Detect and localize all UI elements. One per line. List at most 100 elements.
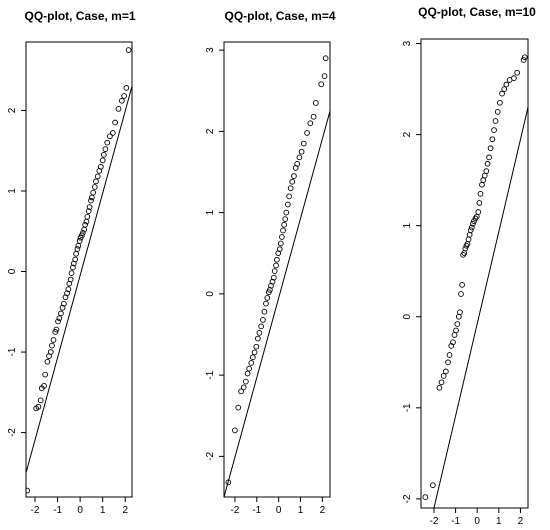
data-point: [79, 230, 86, 236]
data-point: [84, 213, 91, 220]
x-tick-label: 2: [320, 505, 326, 516]
data-point: [289, 178, 296, 185]
data-point: [476, 200, 483, 206]
y-tick-label: 1: [7, 188, 18, 194]
data-point: [468, 224, 475, 231]
data-point: [255, 335, 261, 342]
data-point: [42, 371, 49, 378]
data-point: [284, 201, 291, 208]
data-point: [499, 90, 505, 97]
reference-line: [224, 110, 330, 497]
y-tick-label: -2: [205, 451, 216, 460]
data-point: [503, 81, 510, 88]
data-point: [76, 238, 83, 244]
data-point: [104, 139, 111, 146]
data-point: [281, 221, 287, 228]
data-point: [298, 148, 305, 155]
x-tick-label: 2: [518, 516, 524, 527]
data-point: [258, 323, 265, 330]
data-point: [107, 133, 113, 140]
x-tick-label: -1: [53, 505, 62, 516]
data-point: [477, 190, 484, 197]
data-point: [50, 337, 57, 343]
data-point: [466, 231, 473, 238]
data-point: [430, 482, 436, 489]
data-point: [58, 310, 64, 317]
data-point: [514, 69, 521, 76]
data-point: [273, 262, 279, 269]
data-point: [261, 308, 268, 315]
data-point: [98, 163, 104, 170]
data-point: [232, 427, 238, 434]
panel-title: QQ-plot, Case, m=1: [24, 9, 135, 23]
data-point: [90, 189, 97, 196]
x-tick-label: 1: [298, 505, 304, 516]
data-point: [291, 173, 297, 179]
data-point: [465, 236, 472, 243]
data-point: [287, 185, 294, 192]
data-point: [109, 130, 116, 136]
y-tick-label: 0: [7, 268, 18, 274]
data-point: [491, 127, 497, 133]
y-tick-label: 2: [205, 128, 216, 134]
data-point: [436, 384, 443, 391]
sample-points: [422, 54, 528, 500]
x-tick-label: 2: [122, 505, 128, 516]
x-tick-label: -2: [430, 516, 439, 527]
data-point: [497, 99, 503, 106]
data-point: [304, 130, 310, 136]
x-tick-label: 0: [77, 505, 83, 516]
y-tick-label: -1: [205, 370, 216, 379]
qq-panel-3: QQ-plot, Case, m=10 -2 -1 0 1 2 -2 -1 0 1 2 3: [402, 5, 536, 527]
data-point: [68, 270, 75, 276]
x-tick-label: 0: [276, 505, 282, 516]
reference-line: [26, 86, 132, 473]
y-tick-label: 3: [402, 40, 413, 46]
y-tick-label: -2: [7, 428, 18, 437]
data-point: [225, 479, 232, 486]
y-tick-label: 3: [205, 47, 216, 53]
data-point: [102, 146, 109, 152]
x-tick-label: 0: [474, 516, 480, 527]
data-point: [267, 286, 273, 293]
data-point: [445, 359, 451, 366]
data-point: [55, 318, 61, 325]
x-tick-label: -2: [230, 505, 239, 516]
data-point: [94, 173, 101, 180]
data-point: [125, 47, 132, 53]
data-point: [112, 119, 118, 126]
data-point: [520, 57, 527, 63]
data-point: [279, 234, 285, 240]
data-point: [270, 274, 277, 281]
data-point: [244, 370, 251, 377]
data-point: [238, 388, 244, 395]
data-point: [271, 268, 278, 274]
data-point: [283, 209, 290, 216]
data-point: [318, 81, 325, 88]
data-point: [123, 85, 130, 91]
data-point: [296, 154, 303, 161]
y-tick-label: 1: [205, 209, 216, 215]
data-point: [312, 100, 319, 106]
data-point: [249, 354, 256, 361]
data-point: [453, 327, 459, 334]
panel-title: QQ-plot, Case, m=4: [224, 9, 335, 23]
data-point: [82, 221, 88, 228]
data-point: [253, 343, 260, 350]
data-point: [454, 321, 461, 327]
data-point: [276, 246, 283, 253]
data-point: [93, 178, 99, 185]
data-point: [88, 197, 94, 204]
y-tick-label: 2: [7, 107, 18, 113]
panel-title: QQ-plot, Case, m=10: [418, 5, 536, 19]
data-point: [487, 145, 494, 152]
data-point: [467, 227, 474, 234]
data-point: [70, 264, 76, 271]
data-point: [440, 373, 447, 379]
data-point: [44, 358, 51, 365]
qq-panel-1: QQ-plot, Case, m=1 -2 -1 0 1 2 -2 -1 0 1 2: [7, 9, 136, 516]
y-tick-label: 1: [402, 222, 413, 228]
data-point: [256, 330, 263, 336]
data-point: [280, 227, 286, 234]
